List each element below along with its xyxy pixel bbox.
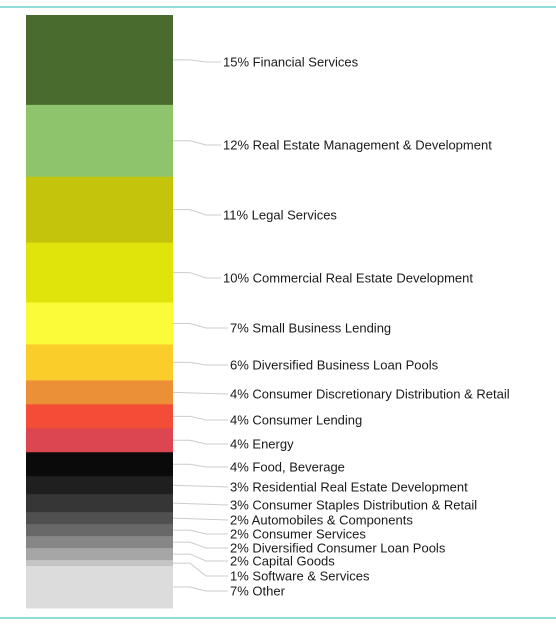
top-rule	[0, 6, 556, 8]
segment-label: 7% Other	[230, 584, 286, 599]
bar-segment	[26, 404, 173, 429]
bar-segment	[26, 560, 173, 567]
leader-line	[173, 209, 221, 216]
bar-segment	[26, 524, 173, 537]
bar-segment	[26, 548, 173, 561]
bar-segment	[26, 15, 173, 106]
bar-segment	[26, 242, 173, 304]
bar-segment	[26, 494, 173, 513]
bar-segment	[26, 512, 173, 525]
segment-label: 15% Financial Services	[223, 55, 359, 70]
segment-label: 4% Consumer Discretionary Distribution &…	[230, 387, 510, 402]
segment-label: 1% Software & Services	[230, 569, 370, 584]
segment-label: 2% Automobiles & Components	[230, 513, 413, 528]
bar-segment	[26, 344, 173, 381]
segment-label: 7% Small Business Lending	[230, 321, 391, 336]
leader-line	[173, 415, 228, 421]
bar-segment	[26, 566, 173, 609]
leader-line	[173, 586, 228, 592]
segment-label: 10% Commercial Real Estate Development	[223, 271, 473, 286]
bottom-rule	[0, 617, 556, 619]
segment-label: 3% Residential Real Estate Development	[230, 480, 468, 495]
leader-line	[173, 140, 221, 146]
bar-segment	[26, 536, 173, 549]
leader-line	[173, 553, 228, 562]
bar-segment	[26, 302, 173, 345]
segment-label: 3% Consumer Staples Distribution & Retai…	[230, 498, 477, 513]
segment-label: 6% Diversified Business Loan Pools	[230, 358, 439, 373]
segment-label: 4% Consumer Lending	[230, 413, 362, 428]
segment-label: 2% Capital Goods	[230, 554, 335, 569]
bar-segment	[26, 452, 173, 477]
bar-segment	[26, 380, 173, 405]
bar-segment	[26, 476, 173, 495]
bar-segment	[26, 176, 173, 244]
bar-segment	[26, 104, 173, 178]
leader-line	[172, 484, 229, 488]
segment-label: 2% Diversified Consumer Loan Pools	[230, 541, 446, 556]
segment-label: 12% Real Estate Management & Development	[223, 138, 492, 153]
bar-segment	[26, 428, 173, 453]
segment-label: 4% Energy	[230, 437, 294, 452]
leader-line	[173, 322, 228, 329]
leader-line	[173, 541, 228, 549]
leader-line	[173, 463, 228, 468]
leader-line	[173, 562, 228, 577]
leader-line	[172, 517, 229, 521]
segment-label: 2% Consumer Services	[230, 527, 366, 542]
segment-label: 4% Food, Beverage	[230, 460, 345, 475]
segment-label: 11% Legal Services	[223, 208, 337, 223]
leader-line	[173, 439, 228, 445]
leader-line	[173, 272, 221, 279]
leader-line	[172, 502, 229, 506]
leader-line	[173, 59, 221, 63]
leader-line	[173, 361, 228, 366]
leader-line	[172, 391, 229, 395]
leader-line	[173, 529, 228, 535]
